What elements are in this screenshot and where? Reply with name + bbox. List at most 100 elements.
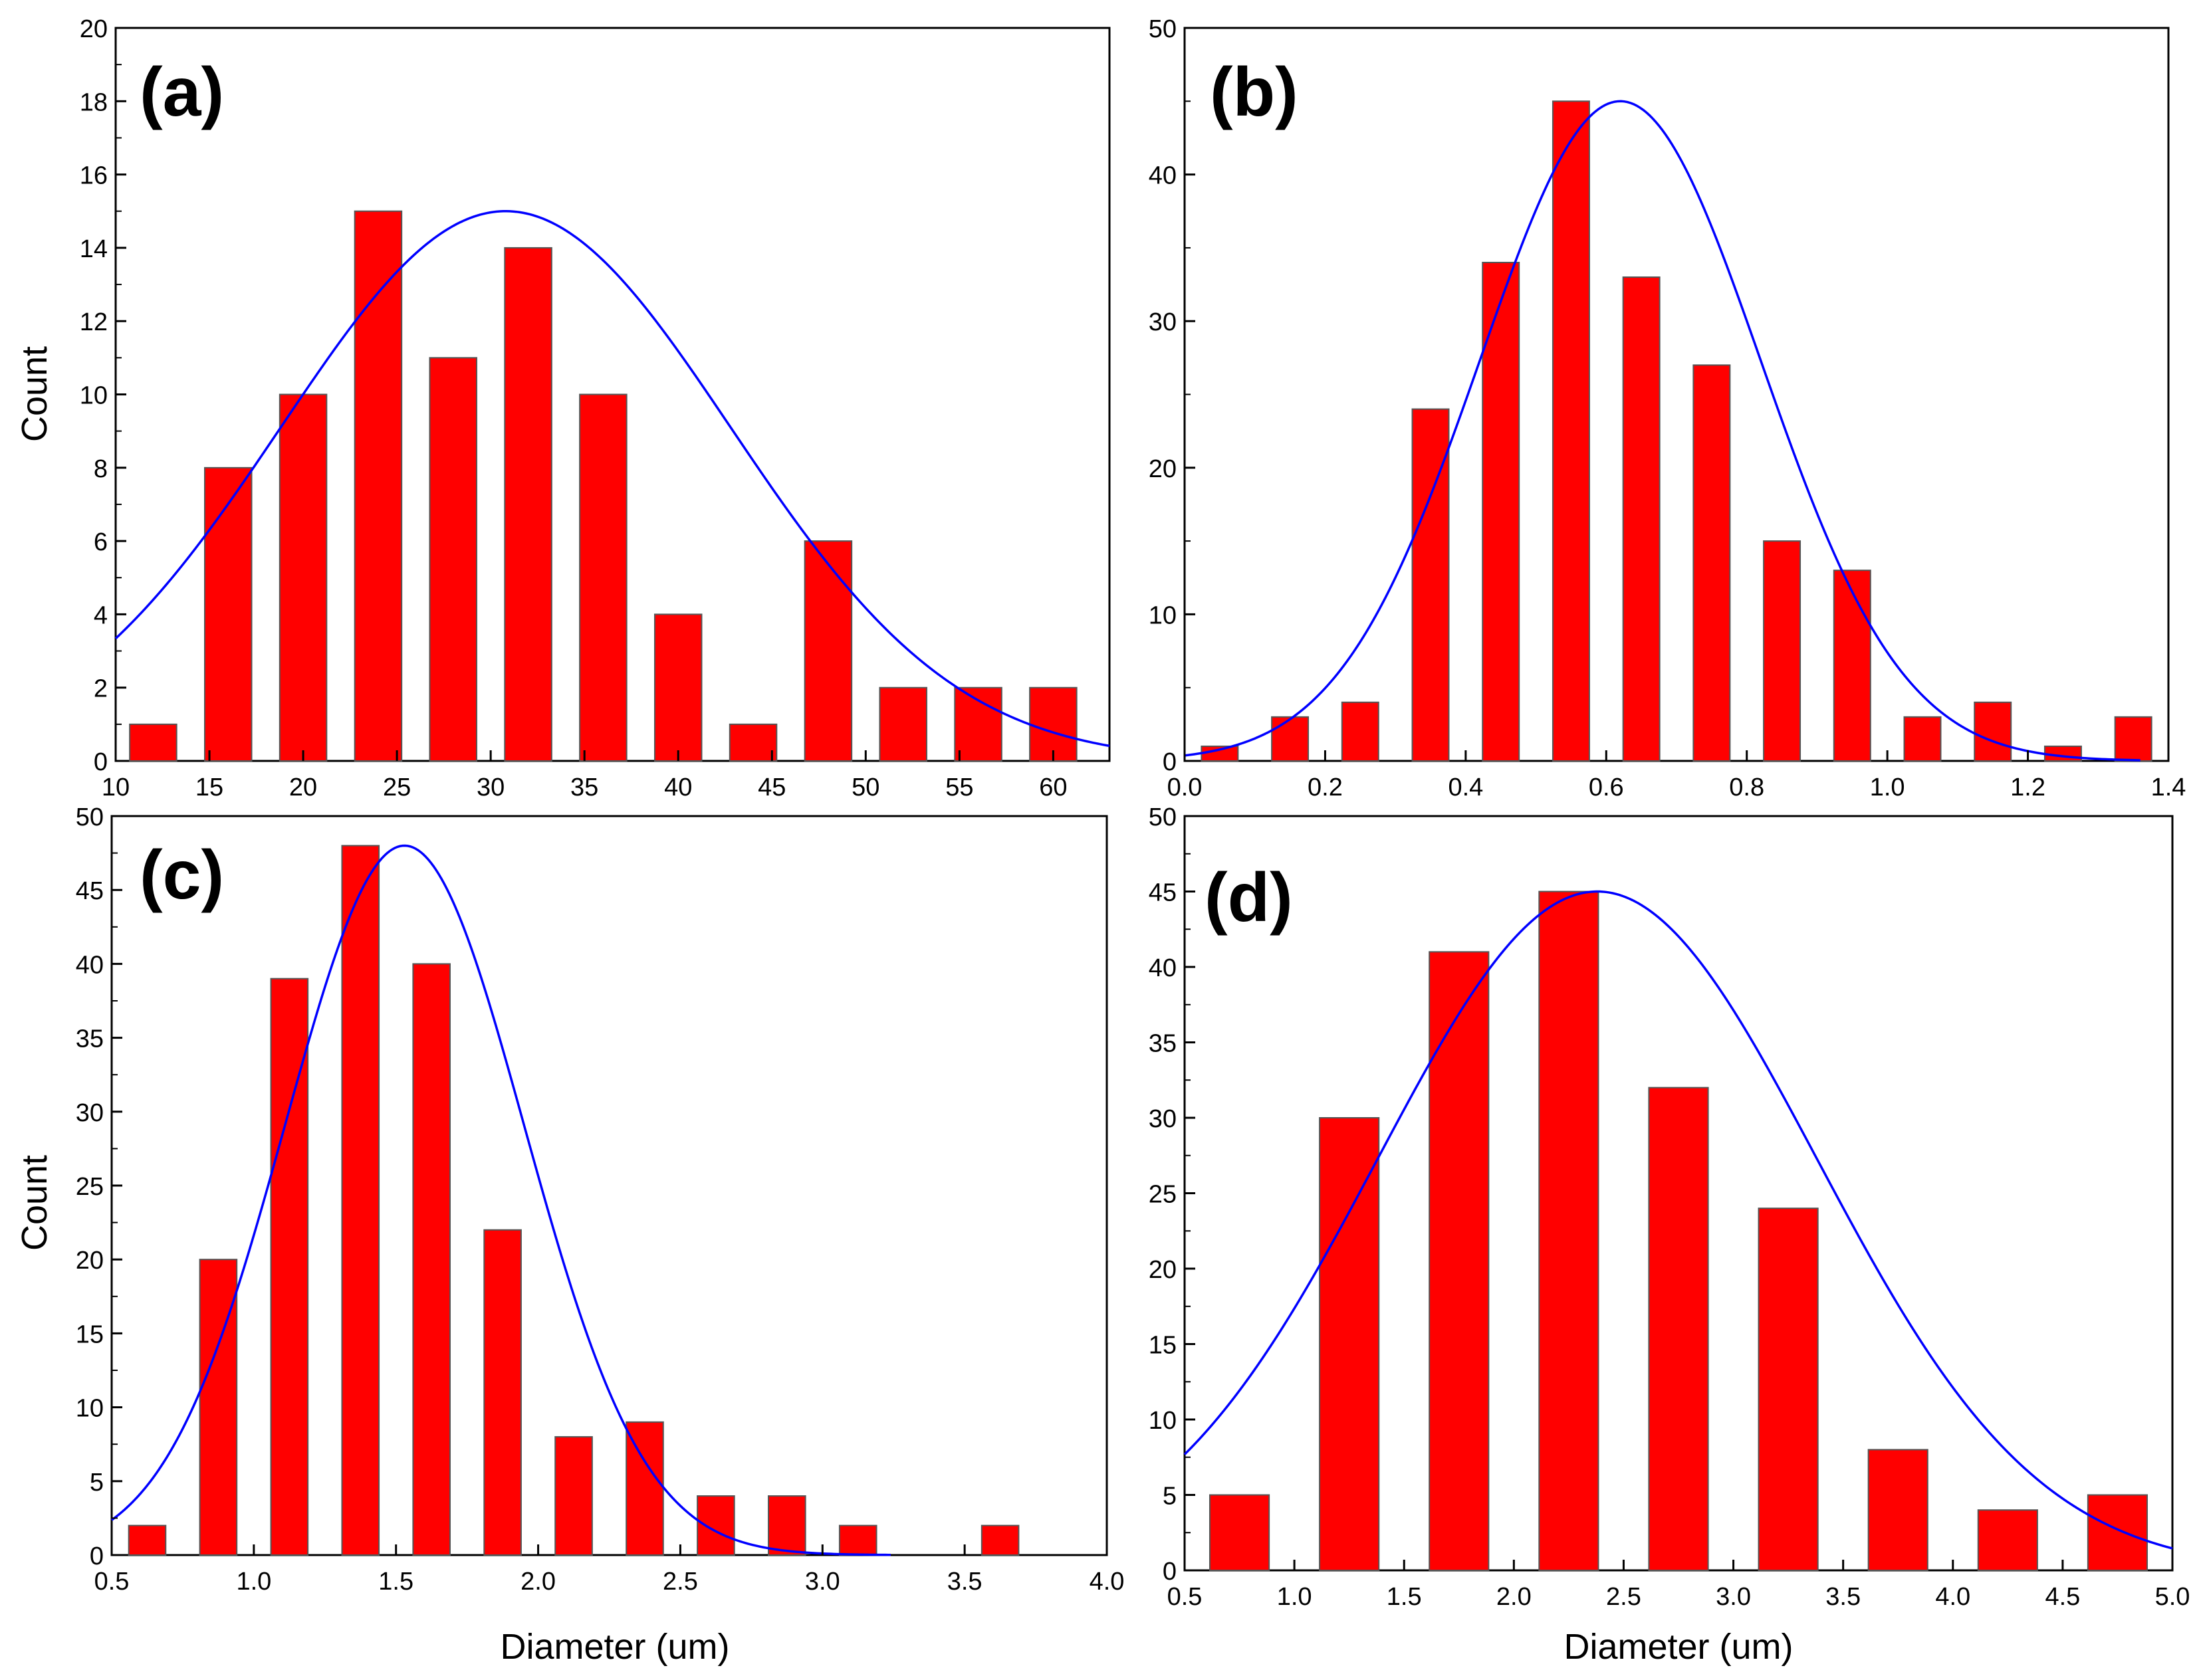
panel-c-x-tick-label: 1.5 (378, 1568, 413, 1596)
panel-b-bar-2 (1271, 716, 1310, 762)
panel-d-x-tick-label: 2.0 (1496, 1583, 1532, 1611)
panel-b-x-tick-label: 1.2 (2010, 774, 2045, 801)
panel-a-bar-4 (354, 210, 403, 762)
panel-c-bar-11 (838, 1524, 877, 1556)
panel-b-x-tick-label: 1.0 (1870, 774, 1905, 801)
panel-a-bar-12 (954, 686, 1002, 762)
panel-d-y-tick-label: 10 (1149, 1407, 1177, 1435)
panel-c-bar-5 (412, 963, 451, 1556)
panel-b-y-tick-label: 10 (1149, 601, 1177, 629)
panel-d-x-tick-label: 1.5 (1387, 1583, 1422, 1611)
panel-a-y-tick-label: 20 (80, 15, 108, 43)
panel-d-y-tick-label: 45 (1149, 879, 1177, 907)
panel-d-y-tick-label: 5 (1163, 1483, 1177, 1511)
panel-c-y-tick-label: 40 (76, 951, 104, 979)
panel-d-bar-3 (1429, 951, 1490, 1572)
panel-d-bar-6 (1758, 1208, 1819, 1571)
panel-a-x-tick-label: 10 (102, 774, 130, 801)
panel-b-bar-12 (1974, 701, 2012, 762)
panel-c-x-tick-label: 3.0 (805, 1568, 840, 1596)
panel-d-y-tick-label: 20 (1149, 1256, 1177, 1284)
panel-a-bar-8 (653, 613, 703, 762)
panel-a-x-ticks: 10 15 20 25 30 35 40 45 50 55 60 (102, 750, 1068, 801)
panel-b-x-tick-label: 0.8 (1729, 774, 1764, 801)
panel-c-bar-10 (768, 1495, 806, 1556)
panel-c: 0.5 1.0 1.5 2.0 2.5 3.0 3.5 4.0 0 5 10 15 20 25 30 35 4… (15, 803, 1124, 1667)
panel-d-bar-8 (1977, 1509, 2038, 1571)
panel-a-y-tick-label: 14 (80, 235, 108, 263)
panel-c-y-tick-label: 35 (76, 1025, 104, 1053)
panel-a-y-tick-label: 12 (80, 308, 108, 336)
panel-b-y-tick-label: 20 (1149, 455, 1177, 483)
panel-c-y-axis-label: Count (15, 1155, 55, 1251)
panel-a-x-tick-label: 35 (570, 774, 598, 801)
panel-b-bar-7 (1622, 276, 1661, 762)
panel-d-bar-5 (1648, 1087, 1709, 1571)
panel-b-bar-13 (2043, 745, 2082, 762)
panel-c-y-tick-label: 0 (90, 1542, 104, 1570)
panel-a-bars (129, 210, 1078, 762)
panel-b-x-tick-label: 0.4 (1448, 774, 1483, 801)
panel-a-y-ticks: 0 2 4 6 8 10 12 14 16 18 20 (80, 15, 126, 776)
panel-b: 0.0 0.2 0.4 0.6 0.8 1.0 1.2 1.4 0 10 20 30 40 50 (b) (1149, 15, 2186, 801)
panel-c-x-axis-label: Diameter (um) (500, 1627, 729, 1667)
panel-b-y-tick-label: 50 (1149, 15, 1177, 43)
panel-d-bar-9 (2087, 1494, 2148, 1571)
panel-a-bar-7 (579, 393, 628, 762)
panel-d-x-tick-label: 3.5 (1825, 1583, 1861, 1611)
panel-c-bar-6 (483, 1229, 522, 1556)
panel-b-x-tick-label: 0.2 (1308, 774, 1343, 801)
panel-a-x-tick-label: 40 (664, 774, 692, 801)
panel-c-bar-1 (128, 1524, 167, 1556)
panel-c-bar-4 (341, 845, 380, 1556)
panel-d-x-tick-label: 3.0 (1716, 1583, 1751, 1611)
panel-b-bar-11 (1903, 716, 1942, 762)
panel-b-gaussian-fit (1184, 100, 2141, 762)
panel-c-bar-8 (626, 1421, 664, 1556)
panel-c-y-tick-label: 50 (76, 803, 104, 831)
panel-c-bar-7 (554, 1436, 593, 1556)
panel-d-x-ticks: 0.5 1.0 1.5 2.0 2.5 3.0 3.5 4.0 4.5 5.0 (1167, 1560, 2190, 1611)
panel-c-y-ticks: 0 5 10 15 20 25 30 35 40 45 50 (76, 803, 122, 1570)
panel-a-label: (a) (140, 54, 224, 131)
panel-a-y-tick-label: 4 (94, 601, 108, 629)
panel-c-y-tick-label: 25 (76, 1173, 104, 1201)
panel-d-x-axis-label: Diameter (um) (1564, 1627, 1793, 1667)
panel-a-y-tick-label: 8 (94, 455, 108, 483)
panel-d-y-tick-label: 0 (1163, 1558, 1177, 1586)
panel-a-y-axis-label: Count (15, 346, 55, 442)
panel-c-x-tick-label: 2.0 (521, 1568, 556, 1596)
panel-a-y-tick-label: 10 (80, 382, 108, 410)
panel-b-bar-6 (1552, 100, 1590, 762)
panel-d-gaussian-fit (1183, 890, 2173, 1550)
panel-c-bar-12 (981, 1524, 1020, 1556)
panel-a-x-tick-label: 45 (758, 774, 786, 801)
panel-b-x-tick-label: 1.4 (2151, 774, 2186, 801)
panel-c-x-tick-label: 3.5 (947, 1568, 983, 1596)
panel-c-y-tick-label: 15 (76, 1320, 104, 1348)
panel-c-y-tick-label: 20 (76, 1247, 104, 1275)
panel-a-bar-10 (804, 540, 853, 762)
panel-d-label: (d) (1205, 859, 1293, 936)
panel-d-bar-7 (1867, 1449, 1928, 1571)
panel-a-x-tick-label: 55 (945, 774, 973, 801)
panel-d-x-tick-label: 4.0 (1935, 1583, 1970, 1611)
panel-a-x-tick-label: 50 (852, 774, 879, 801)
panel-a-bar-5 (429, 357, 477, 762)
panel-d-x-tick-label: 5.0 (2155, 1583, 2190, 1611)
panel-a-bar-11 (879, 686, 927, 762)
panel-a-x-tick-label: 25 (383, 774, 411, 801)
panel-a-gaussian-fit (114, 210, 1110, 748)
panel-d-x-tick-label: 2.5 (1606, 1583, 1641, 1611)
panel-a-y-tick-label: 2 (94, 675, 108, 703)
panel-d-y-ticks: 0 5 10 15 20 25 30 35 40 45 50 (1149, 803, 1195, 1586)
panel-c-gaussian-fit (110, 844, 891, 1556)
panel-a-x-tick-label: 60 (1039, 774, 1067, 801)
panel-b-y-tick-label: 30 (1149, 308, 1177, 336)
panel-c-x-tick-label: 4.0 (1090, 1568, 1125, 1596)
panel-d-y-tick-label: 35 (1149, 1030, 1177, 1058)
panel-c-x-tick-label: 0.5 (94, 1568, 130, 1596)
panel-a-y-tick-label: 16 (80, 162, 108, 190)
panel-a-y-tick-label: 18 (80, 88, 108, 116)
panel-a-bar-1 (129, 723, 177, 762)
